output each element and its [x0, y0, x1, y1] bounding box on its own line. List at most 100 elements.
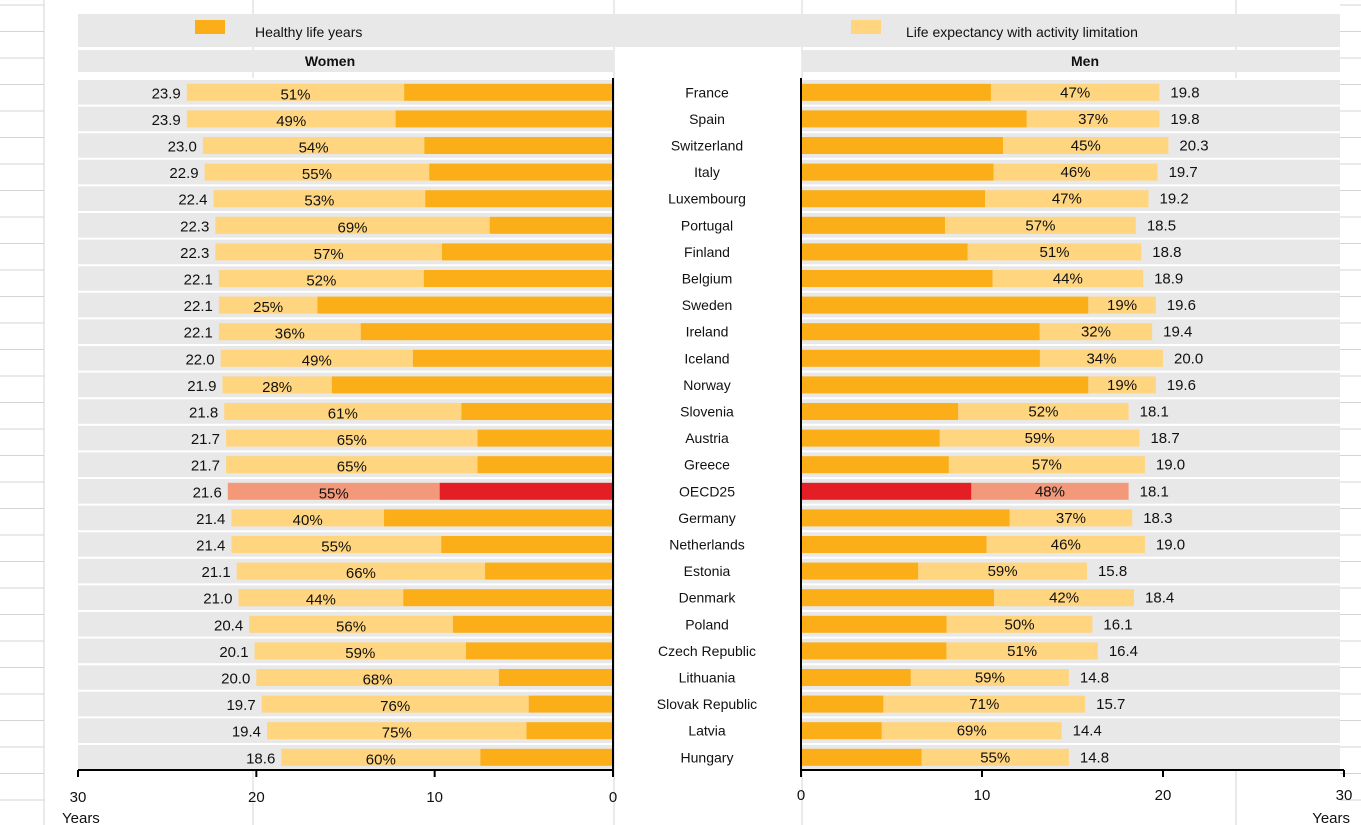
bar-women-limitation	[281, 748, 481, 766]
row-latvia: 75% 19.4 Latvia 69% 14.4	[78, 716, 1340, 742]
data-label-men-total: 15.7	[1096, 696, 1125, 713]
data-label-men-total: 20.0	[1174, 350, 1203, 367]
bar-men-limitation	[1088, 296, 1156, 314]
data-label-men-share: 57%	[1025, 217, 1055, 234]
bar-men-limitation	[944, 216, 1136, 234]
bar-men-healthy	[801, 190, 986, 208]
legend-band	[78, 14, 1340, 47]
bar-men-healthy	[801, 722, 882, 740]
bar-men-healthy	[801, 243, 968, 261]
category-label: Estonia	[684, 563, 731, 579]
data-label-men-share: 48%	[1035, 483, 1065, 500]
category-label: Ireland	[686, 324, 729, 340]
data-label-women-share: 66%	[346, 565, 376, 582]
bar-men-healthy	[801, 349, 1040, 367]
data-label-men-total: 19.6	[1167, 297, 1196, 314]
data-label-women-share: 55%	[302, 166, 332, 183]
row-luxembourg: 53% 22.4 Luxembourg 47% 19.2	[78, 184, 1340, 210]
data-label-men-share: 59%	[988, 563, 1018, 580]
data-label-women-share: 69%	[338, 219, 368, 236]
category-label: Finland	[684, 244, 730, 260]
bar-women-healthy	[528, 695, 613, 713]
x-tick-label-women: 10	[426, 789, 443, 806]
row-poland: 56% 20.4 Poland 50% 16.1	[78, 610, 1340, 635]
category-label: Poland	[685, 616, 729, 632]
data-label-men-total: 18.1	[1140, 404, 1169, 421]
bar-women-healthy	[441, 536, 613, 553]
bar-men-limitation	[1039, 323, 1153, 341]
data-label-women-total: 23.9	[152, 85, 181, 102]
category-label: Latvia	[688, 723, 726, 739]
bar-women-limitation	[231, 509, 385, 527]
bar-men-healthy	[801, 323, 1040, 341]
data-label-women-share: 68%	[363, 672, 393, 689]
bar-women-limitation	[215, 243, 442, 261]
bar-women-limitation	[215, 216, 490, 234]
data-label-women-total: 20.1	[219, 644, 248, 661]
bar-women-healthy	[412, 349, 613, 367]
bar-women-limitation	[226, 456, 478, 474]
data-label-women-total: 20.4	[214, 617, 243, 634]
data-label-women-share: 25%	[253, 299, 283, 316]
data-label-men-total: 15.8	[1098, 563, 1127, 580]
bar-women-limitation	[256, 669, 499, 686]
data-label-women-share: 57%	[314, 246, 344, 263]
bar-men-limitation	[883, 695, 1086, 713]
data-label-women-total: 21.8	[189, 405, 218, 422]
data-label-men-share: 46%	[1051, 537, 1081, 554]
row-estonia: 66% 21.1 Estonia 59% 15.8	[78, 556, 1340, 582]
data-label-men-total: 19.0	[1156, 457, 1185, 474]
bar-women-healthy	[423, 270, 613, 287]
data-label-men-share: 19%	[1107, 377, 1137, 394]
data-label-men-total: 18.1	[1140, 483, 1169, 500]
category-label: Italy	[694, 164, 720, 180]
data-label-men-total: 18.9	[1154, 271, 1183, 288]
category-label: Portugal	[681, 217, 733, 233]
data-label-men-total: 18.4	[1145, 590, 1174, 607]
data-label-men-total: 19.8	[1170, 84, 1199, 101]
bar-men-limitation	[1003, 137, 1169, 154]
bar-women-limitation	[249, 615, 453, 633]
women-title-band	[78, 50, 613, 72]
category-label: Iceland	[684, 350, 729, 366]
bar-men-healthy	[801, 589, 995, 607]
row-lithuania: 68% 20.0 Lithuania 59% 14.8	[78, 663, 1340, 689]
data-label-women-total: 19.4	[232, 724, 261, 741]
data-label-women-total: 22.9	[169, 165, 198, 182]
bar-women-healthy	[461, 403, 613, 420]
bar-men-limitation	[921, 748, 1069, 766]
bar-men-healthy	[801, 403, 959, 420]
data-label-women-total: 18.6	[246, 750, 275, 767]
data-label-women-total: 21.1	[202, 564, 231, 581]
category-label: France	[685, 84, 729, 100]
x-tick-label-women: 0	[609, 789, 617, 806]
data-label-men-share: 47%	[1052, 191, 1082, 208]
category-label: Belgium	[682, 271, 733, 287]
row-slovak-republic: 76% 19.7 Slovak Republic 71% 15.7	[78, 689, 1340, 715]
bar-men-healthy	[801, 669, 911, 686]
data-label-men-total: 14.8	[1080, 670, 1109, 687]
data-label-women-total: 22.3	[180, 218, 209, 235]
bar-men-limitation	[881, 722, 1062, 740]
bar-men-healthy	[801, 296, 1089, 314]
category-label: Czech Republic	[658, 643, 756, 659]
data-label-women-share: 40%	[293, 512, 323, 529]
data-label-men-share: 37%	[1078, 111, 1108, 128]
bar-men-healthy	[801, 376, 1089, 394]
bar-women-limitation	[220, 349, 413, 367]
data-label-men-share: 42%	[1049, 590, 1079, 607]
data-label-women-share: 65%	[337, 459, 367, 476]
data-label-women-share: 61%	[328, 406, 358, 423]
data-label-women-share: 36%	[275, 326, 305, 343]
bar-men-healthy	[801, 137, 1004, 154]
bar-women-limitation	[222, 376, 332, 394]
row-ireland: 36% 22.1 Ireland 32% 19.4	[78, 317, 1340, 343]
data-label-men-share: 59%	[1025, 430, 1055, 447]
category-label: Spain	[689, 111, 725, 127]
bar-men-limitation	[948, 456, 1145, 474]
data-label-men-total: 18.7	[1150, 430, 1179, 447]
bar-women-limitation	[238, 589, 404, 607]
data-label-men-total: 20.3	[1179, 138, 1208, 155]
data-label-men-total: 19.2	[1160, 191, 1189, 208]
